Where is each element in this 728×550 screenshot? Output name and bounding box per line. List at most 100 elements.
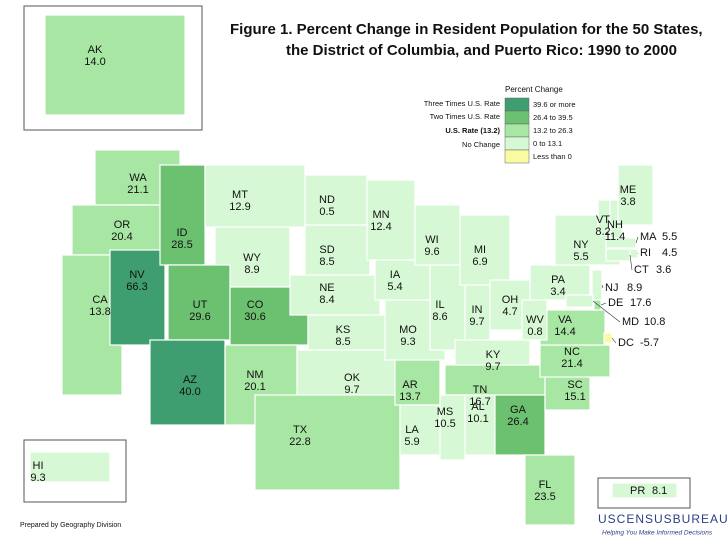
state-abbr: CT <box>634 264 649 276</box>
state-shape <box>444 364 546 396</box>
state-abbr: LA <box>405 424 419 436</box>
state-abbr: NC <box>564 346 580 358</box>
legend-label: 0 to 13.1 <box>533 139 562 148</box>
state-shape <box>539 309 606 346</box>
state-abbr: TX <box>293 424 308 436</box>
state-abbr: OH <box>502 294 519 306</box>
state-value: 0.8 <box>527 326 542 338</box>
legend-tier: Three Times U.S. Rate <box>424 99 500 108</box>
state-shape <box>565 294 594 308</box>
state-value: 10.8 <box>644 316 665 328</box>
state-abbr: FL <box>539 479 552 491</box>
state-abbr: VA <box>558 314 573 326</box>
state-shape <box>603 332 613 344</box>
state-value: 13.7 <box>399 391 420 403</box>
state-shape <box>494 394 546 456</box>
state-abbr: WI <box>425 234 438 246</box>
legend-title: Percent Change <box>505 85 563 94</box>
logo-tagline: Helping You Make Informed Decisions <box>602 530 713 537</box>
state-abbr: ME <box>620 184 637 196</box>
title-line-2: the District of Columbia, and Puerto Ric… <box>286 42 677 59</box>
state-shape <box>304 224 371 276</box>
state-value: 8.9 <box>627 282 642 294</box>
state-abbr: AK <box>88 44 103 56</box>
state-value: 8.2 <box>595 226 610 238</box>
state-abbr: WY <box>243 252 261 264</box>
state-shape <box>605 248 631 262</box>
state-abbr: IA <box>390 269 401 281</box>
hawaii-inset <box>23 439 127 503</box>
state-abbr: NJ <box>605 282 618 294</box>
state-abbr: OK <box>344 372 361 384</box>
state-shape <box>439 394 466 461</box>
state-abbr: HI <box>33 460 44 472</box>
state-abbr: NM <box>246 369 263 381</box>
state-abbr: AR <box>402 379 417 391</box>
state-value: 21.4 <box>561 358 582 370</box>
state-value: 28.5 <box>171 239 192 251</box>
state-value: 3.6 <box>656 264 671 276</box>
state-abbr: PR <box>630 485 645 497</box>
state-value: 22.8 <box>289 436 310 448</box>
title-line-1: Figure 1. Percent Change in Resident Pop… <box>230 21 703 38</box>
state-abbr: RI <box>640 247 651 259</box>
state-shape <box>459 214 511 286</box>
state-shape <box>629 248 639 259</box>
leader-line <box>629 254 633 271</box>
state-abbr: MS <box>437 406 454 418</box>
legend-swatch <box>504 149 530 164</box>
state-value: 26.4 <box>507 416 528 428</box>
state-abbr: WV <box>526 314 544 326</box>
state-value: 23.5 <box>534 491 555 503</box>
state-value: 15.1 <box>564 391 585 403</box>
state-abbr: NY <box>573 239 589 251</box>
state-shape <box>204 164 306 228</box>
state-abbr: MD <box>622 316 639 328</box>
state-abbr: NH <box>607 219 623 231</box>
legend-label: 26.4 to 39.5 <box>533 113 573 122</box>
state-value: 66.3 <box>126 281 147 293</box>
legend-swatch <box>504 110 530 125</box>
state-value: 30.6 <box>244 311 265 323</box>
state-value: 8.5 <box>319 256 334 268</box>
state-shape <box>254 394 401 491</box>
state-shape <box>394 359 441 406</box>
state-value: 40.0 <box>179 386 200 398</box>
state-value: 9.7 <box>344 384 359 396</box>
legend-label: 13.2 to 26.3 <box>533 126 573 135</box>
state-shape <box>159 164 206 266</box>
state-value: 8.4 <box>319 294 334 306</box>
state-value: 0.5 <box>319 206 334 218</box>
state-value: 20.1 <box>244 381 265 393</box>
state-value: 16.7 <box>469 396 490 408</box>
state-value: 12.4 <box>370 221 391 233</box>
state-value: 9.7 <box>469 316 484 328</box>
state-value: 12.9 <box>229 201 250 213</box>
state-value: 6.9 <box>472 256 487 268</box>
state-abbr: SC <box>567 379 582 391</box>
state-value: 14.4 <box>554 326 575 338</box>
state-shape <box>539 344 611 378</box>
state-abbr: CA <box>92 294 108 306</box>
state-shape <box>109 249 166 346</box>
state-value: 9.7 <box>485 361 500 373</box>
state-value: 21.1 <box>127 184 148 196</box>
state-value: 10.5 <box>434 418 455 430</box>
state-value: 13.8 <box>89 306 110 318</box>
legend-swatch <box>504 97 530 112</box>
state-shape <box>71 204 166 256</box>
state-shape <box>414 204 461 266</box>
state-value: 9.3 <box>30 472 45 484</box>
state-value: 3.8 <box>620 196 635 208</box>
state-abbr: CO <box>247 299 264 311</box>
state-shape <box>44 14 186 116</box>
state-abbr: MO <box>399 324 417 336</box>
logo: USCENSUSBUREAU <box>598 512 728 526</box>
state-abbr: IL <box>435 299 444 311</box>
state-shape <box>29 451 111 483</box>
state-abbr: PA <box>551 274 566 286</box>
legend-label: Less than 0 <box>533 152 572 161</box>
state-abbr: DE <box>608 297 623 309</box>
state-abbr: NE <box>319 282 334 294</box>
state-shape <box>289 274 381 316</box>
